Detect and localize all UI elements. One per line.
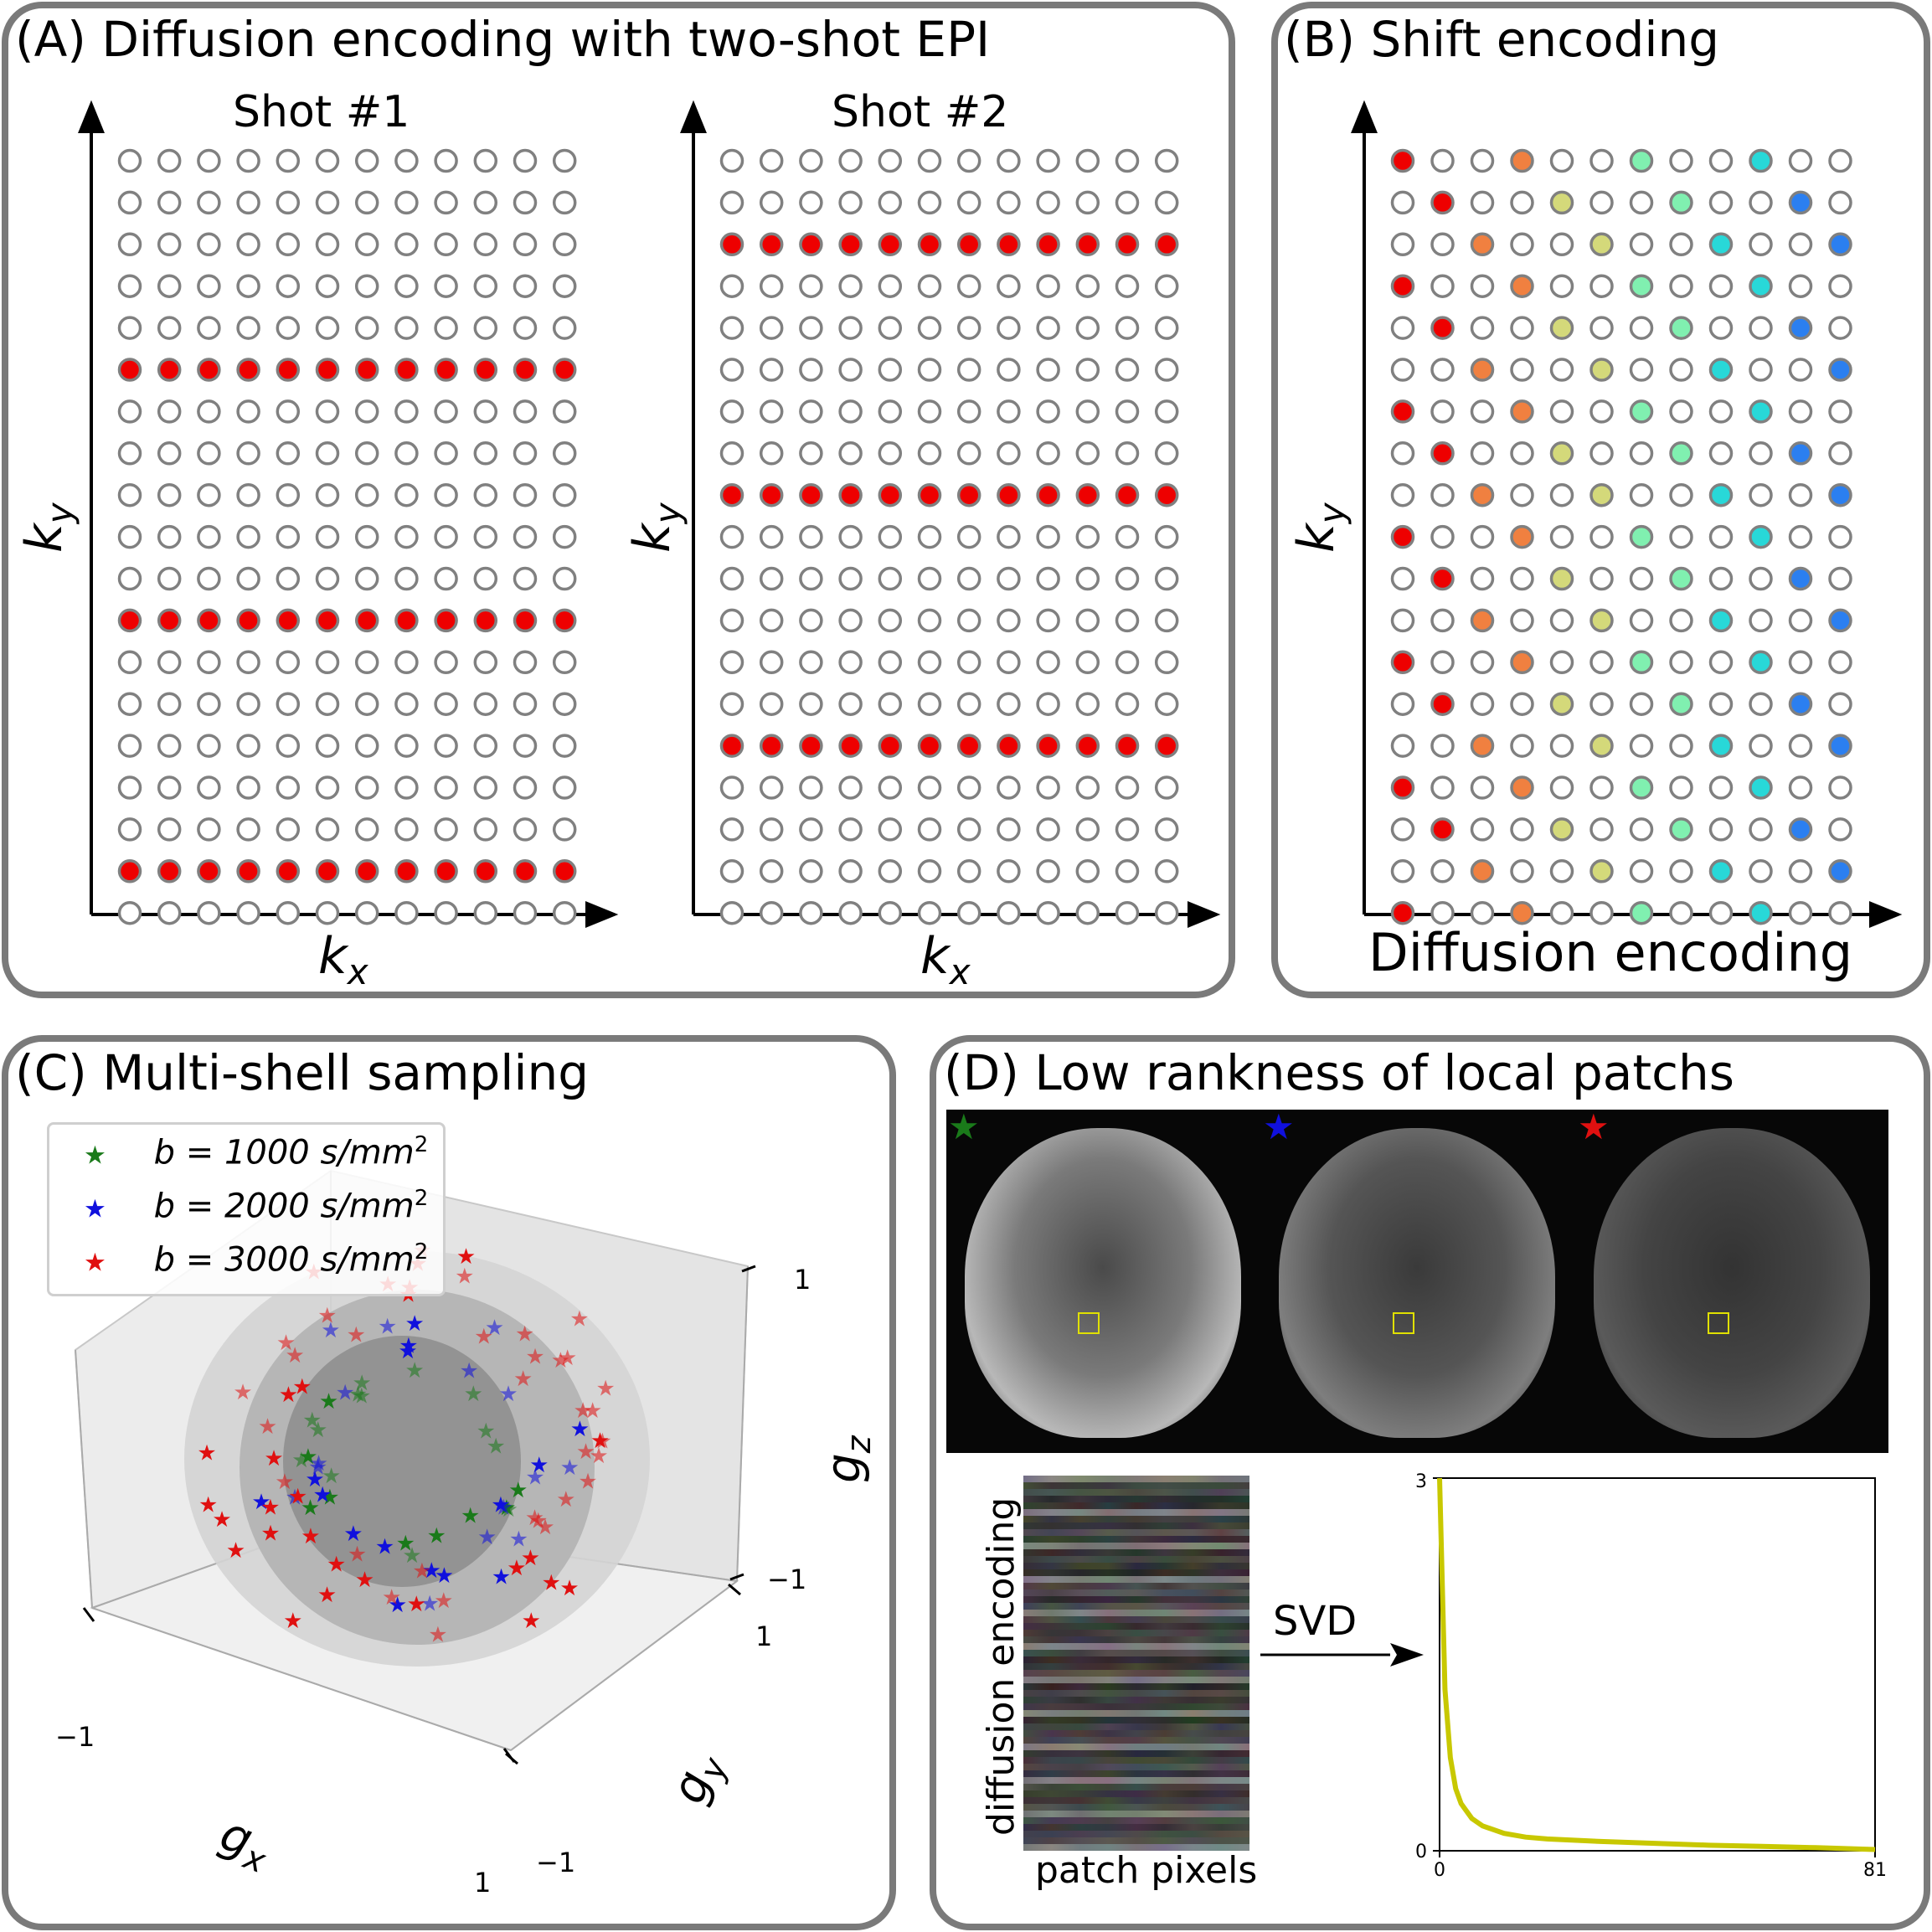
matrix-row [1023, 1489, 1249, 1496]
brain-image-b1000 [965, 1128, 1241, 1438]
panel-a [2, 2, 1235, 998]
matrix-row [1023, 1650, 1249, 1656]
shot1-ky-label: ky [15, 502, 80, 553]
matrix-row [1023, 1831, 1249, 1837]
brain-image-b3000 [1594, 1128, 1870, 1438]
brain-dwi-strip: ★ ★ ★ [946, 1110, 1888, 1453]
matrix-row [1023, 1556, 1249, 1563]
matrix-row [1023, 1589, 1249, 1596]
matrix-row [1023, 1569, 1249, 1576]
patch-box [1078, 1312, 1100, 1334]
panel-a-title: (A) Diffusion encoding with two-shot EPI [15, 11, 991, 68]
matrix-row [1023, 1516, 1249, 1522]
matrix-row [1023, 1476, 1249, 1482]
matrix-row [1023, 1790, 1249, 1797]
legend-star-icon: ★ [84, 1248, 106, 1278]
matrix-row [1023, 1764, 1249, 1770]
matrix-row [1023, 1636, 1249, 1643]
matrix-row [1023, 1817, 1249, 1824]
matrix-row [1023, 1543, 1249, 1549]
matrix-row [1023, 1596, 1249, 1603]
gx-tick-left: −1 [55, 1721, 95, 1753]
matrix-row [1023, 1750, 1249, 1757]
gz-tick-bottom: −1 [767, 1564, 807, 1595]
matrix-row [1023, 1482, 1249, 1489]
matrix-row [1023, 1797, 1249, 1804]
matrix-row [1023, 1697, 1249, 1703]
matrix-row [1023, 1643, 1249, 1650]
matrix-row [1023, 1663, 1249, 1670]
brain-image-b2000 [1279, 1128, 1555, 1438]
matrix-row [1023, 1730, 1249, 1737]
svd-label: SVD [1273, 1598, 1358, 1645]
patch-box [1708, 1312, 1729, 1334]
panel-c-title: (C) Multi-shell sampling [15, 1044, 590, 1101]
matrix-row [1023, 1616, 1249, 1623]
matrix-row [1023, 1563, 1249, 1569]
panel-b-ky-label: ky [1287, 502, 1352, 553]
star-icon-b2000: ★ [1263, 1110, 1295, 1147]
legend-entry-3000: ★ b = 3000 s/mm2 [84, 1239, 429, 1280]
shot1-kx-label: kx [318, 927, 368, 992]
panel-b-xlabel: Diffusion encoding [1368, 922, 1853, 983]
shot2-title: Shot #2 [832, 87, 1009, 137]
matrix-row [1023, 1690, 1249, 1697]
matrix-row [1023, 1757, 1249, 1764]
matrix-row [1023, 1630, 1249, 1636]
legend-star-icon: ★ [84, 1194, 106, 1224]
matrix-row [1023, 1703, 1249, 1710]
matrix-row [1023, 1770, 1249, 1777]
matrix-row [1023, 1744, 1249, 1750]
matrix-row [1023, 1610, 1249, 1616]
shot1-title: Shot #1 [233, 87, 410, 137]
patch-matrix-image [1023, 1476, 1249, 1851]
gz-tick-top: 1 [794, 1264, 811, 1296]
star-icon-b3000: ★ [1578, 1110, 1610, 1147]
legend-box [47, 1122, 446, 1296]
matrix-row [1023, 1583, 1249, 1589]
matrix-row [1023, 1623, 1249, 1630]
matrix-row [1023, 1496, 1249, 1502]
shot2-ky-label: ky [623, 502, 688, 553]
panel-b-title: (B) Shift encoding [1284, 11, 1720, 68]
matrix-row [1023, 1509, 1249, 1516]
matrix-row [1023, 1804, 1249, 1811]
matrix-row [1023, 1811, 1249, 1817]
matrix-row [1023, 1723, 1249, 1730]
panel-d-title: (D) Low rankness of local patchs [944, 1044, 1734, 1101]
matrix-row [1023, 1670, 1249, 1677]
gy-tick-near: 1 [755, 1620, 773, 1652]
star-icon-b1000: ★ [948, 1110, 980, 1147]
legend-entry-1000: ★ b = 1000 s/mm2 [84, 1132, 429, 1172]
matrix-row [1023, 1777, 1249, 1784]
matrix-row [1023, 1656, 1249, 1663]
matrix-xlabel: patch pixels [1035, 1849, 1258, 1892]
shot2-kx-label: kx [920, 927, 971, 992]
matrix-row [1023, 1677, 1249, 1683]
matrix-row [1023, 1529, 1249, 1536]
gz-axis-label: gz [817, 1435, 878, 1483]
matrix-row [1023, 1549, 1249, 1556]
gy-tick-far: −1 [536, 1847, 576, 1878]
matrix-row [1023, 1710, 1249, 1717]
matrix-row [1023, 1784, 1249, 1790]
gx-tick-right: 1 [474, 1867, 492, 1899]
matrix-row [1023, 1737, 1249, 1744]
matrix-row [1023, 1522, 1249, 1529]
matrix-row [1023, 1683, 1249, 1690]
panel-b [1271, 2, 1930, 998]
legend-entry-2000: ★ b = 2000 s/mm2 [84, 1186, 429, 1226]
matrix-row [1023, 1536, 1249, 1543]
matrix-row [1023, 1502, 1249, 1509]
matrix-row [1023, 1717, 1249, 1723]
matrix-row [1023, 1837, 1249, 1844]
patch-box [1393, 1312, 1414, 1334]
matrix-row [1023, 1844, 1249, 1851]
legend-star-icon: ★ [84, 1141, 106, 1171]
matrix-ylabel: diffusion encoding [980, 1497, 1023, 1836]
matrix-row [1023, 1576, 1249, 1583]
matrix-row [1023, 1603, 1249, 1610]
matrix-row [1023, 1824, 1249, 1831]
